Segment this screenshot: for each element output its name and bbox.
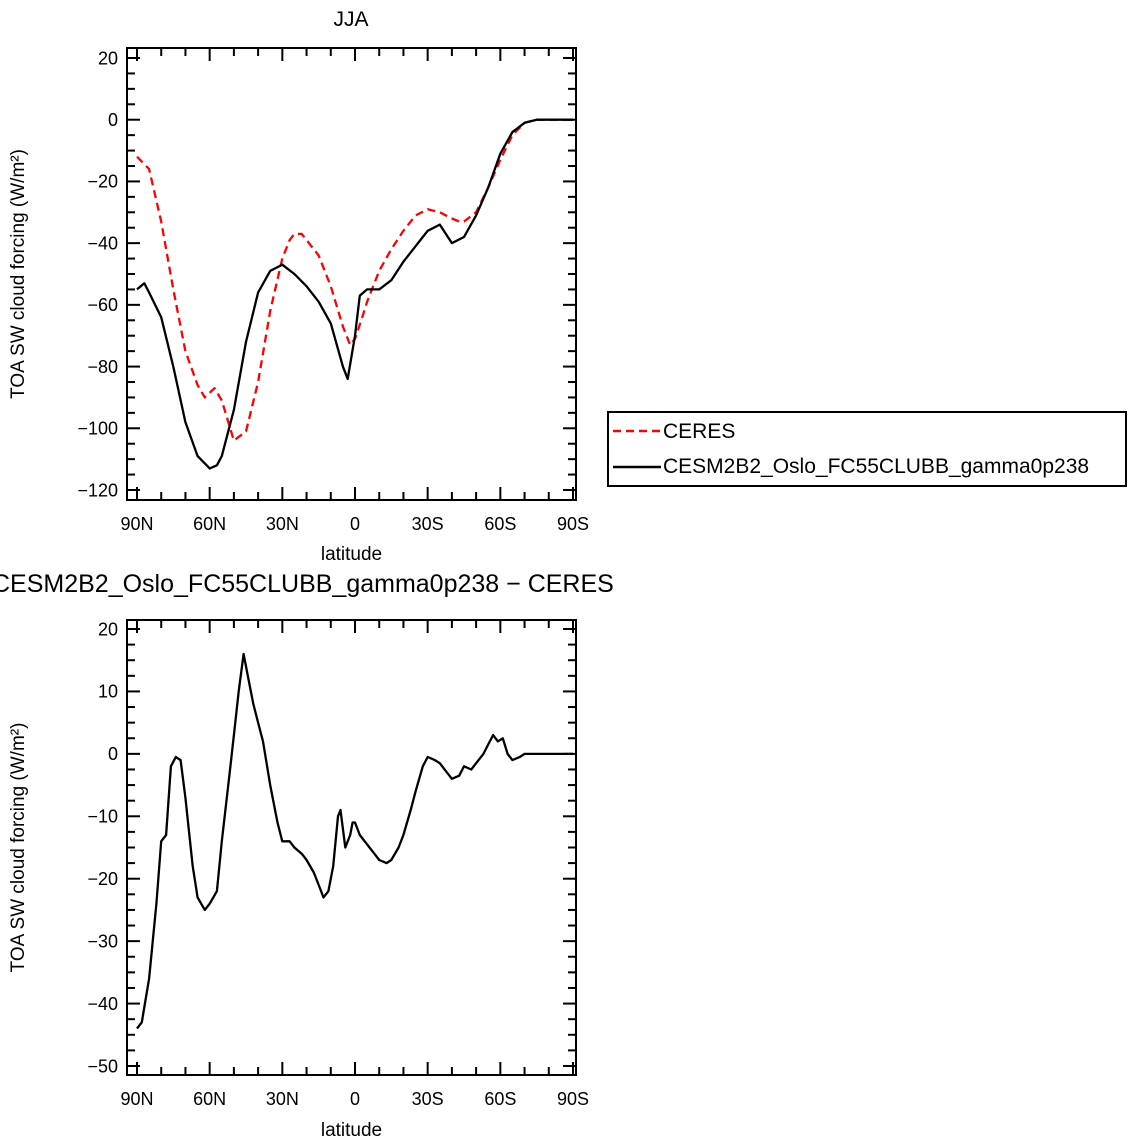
svg-text:−40: −40 [87, 233, 118, 253]
svg-text:−60: −60 [87, 295, 118, 315]
difference-chart: 90N 60N 30N 0 30S 60S 90S 20 10 0 −10 −20 −30 −40 −50 C… [0, 570, 614, 1141]
svg-text:30S: 30S [412, 1089, 444, 1109]
svg-text:20: 20 [98, 48, 118, 68]
legend-label-ceres: CERES [663, 419, 736, 443]
ceres-line-sample-icon [613, 430, 661, 433]
svg-text:20: 20 [98, 619, 118, 639]
svg-text:TOA SW cloud forcing (W/m²): TOA SW cloud forcing (W/m²) [8, 149, 29, 399]
svg-text:−100: −100 [77, 419, 118, 439]
svg-text:90S: 90S [557, 514, 589, 534]
svg-text:CESM2B2_Oslo_FC55CLUBB_gamma0p: CESM2B2_Oslo_FC55CLUBB_gamma0p238 − CERE… [0, 570, 614, 598]
svg-text:30S: 30S [412, 514, 444, 534]
svg-text:−30: −30 [87, 931, 118, 951]
svg-text:−20: −20 [87, 172, 118, 192]
svg-text:−120: −120 [77, 480, 118, 500]
svg-text:−20: −20 [87, 869, 118, 889]
svg-text:0: 0 [108, 744, 118, 764]
svg-text:90N: 90N [120, 514, 153, 534]
svg-text:60N: 60N [193, 1089, 226, 1109]
svg-text:0: 0 [108, 110, 118, 130]
svg-text:60N: 60N [193, 514, 226, 534]
svg-text:latitude: latitude [321, 1120, 382, 1141]
svg-text:60S: 60S [484, 514, 516, 534]
svg-text:0: 0 [350, 1089, 360, 1109]
svg-text:30N: 30N [266, 514, 299, 534]
svg-text:0: 0 [350, 514, 360, 534]
svg-text:−10: −10 [87, 807, 118, 827]
svg-text:JJA: JJA [333, 8, 368, 31]
svg-text:latitude: latitude [321, 544, 382, 565]
svg-text:90S: 90S [557, 1089, 589, 1109]
svg-text:−40: −40 [87, 994, 118, 1014]
svg-text:−50: −50 [87, 1056, 118, 1076]
svg-text:90N: 90N [120, 1089, 153, 1109]
svg-text:−80: −80 [87, 357, 118, 377]
cesm-line-sample-icon [613, 465, 661, 468]
jja-cloud-forcing-chart: 90N 60N 30N 0 30S 60S 90S 20 0 −20 −40 −60 −80 −100 −1… [8, 8, 589, 565]
legend-item-ceres: CERES [613, 414, 1125, 448]
legend-label-cesm: CESM2B2_Oslo_FC55CLUBB_gamma0p238 [663, 455, 1090, 479]
legend-item-cesm: CESM2B2_Oslo_FC55CLUBB_gamma0p238 [613, 450, 1125, 484]
svg-text:30N: 30N [266, 1089, 299, 1109]
legend: CERES CESM2B2_Oslo_FC55CLUBB_gamma0p238 [607, 411, 1127, 487]
svg-text:10: 10 [98, 682, 118, 702]
svg-text:TOA SW cloud forcing (W/m²): TOA SW cloud forcing (W/m²) [8, 723, 29, 973]
svg-text:60S: 60S [484, 1089, 516, 1109]
